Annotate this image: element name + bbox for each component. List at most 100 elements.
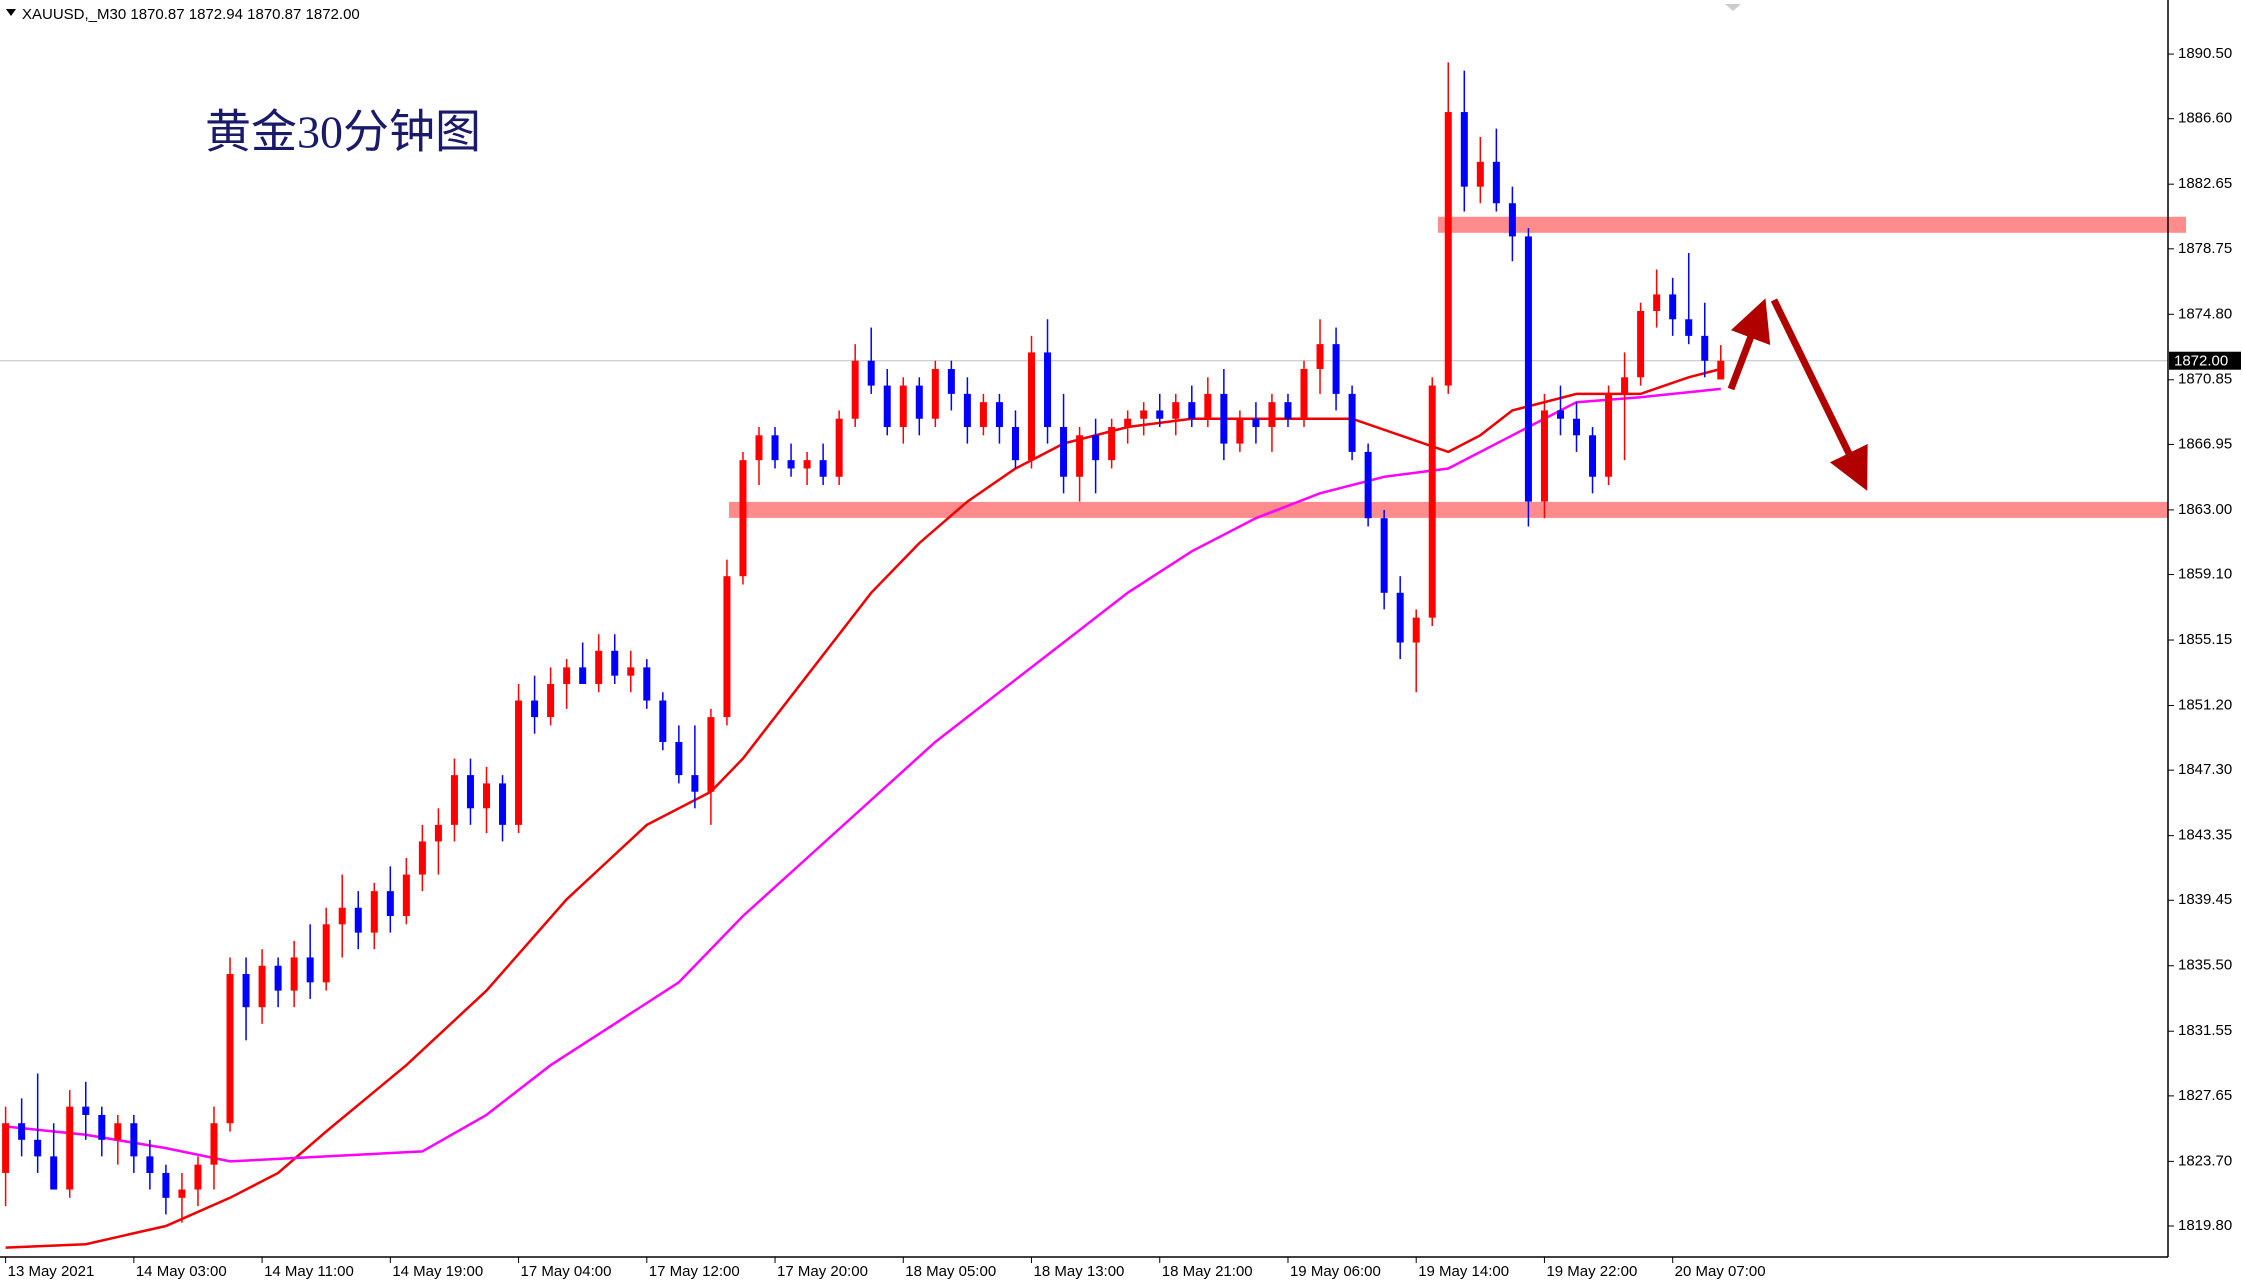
y-tick-label: 1866.95 [2178, 435, 2232, 452]
scroll-marker [1725, 4, 1741, 11]
candle-body [979, 402, 987, 428]
candle-body [1011, 427, 1019, 461]
candle-body [995, 402, 1003, 428]
candle-body [1605, 393, 1613, 477]
x-tick-label: 14 May 11:00 [264, 1263, 354, 1280]
candle-body [1028, 352, 1036, 461]
y-tick-label: 1847.30 [2178, 761, 2232, 778]
moving-average [5, 367, 1722, 1249]
x-tick-label: 19 May 22:00 [1546, 1263, 1637, 1280]
candle-body [643, 667, 651, 701]
candle-body [162, 1172, 170, 1198]
candle-body [627, 667, 635, 676]
candle-body [34, 1139, 42, 1157]
candle-body [499, 783, 507, 825]
x-tick-label: 14 May 03:00 [136, 1263, 227, 1280]
candle-body [963, 393, 971, 428]
candle-body [306, 957, 314, 983]
x-tick-label: 18 May 05:00 [905, 1263, 996, 1280]
candle-body [947, 369, 955, 394]
candle-body [1396, 592, 1404, 643]
candle-body [595, 650, 603, 684]
candle-body [146, 1156, 154, 1173]
candle-body [771, 435, 779, 461]
y-tick-label: 1870.85 [2178, 371, 2232, 388]
candle-body [563, 667, 571, 684]
x-tick-label: 17 May 20:00 [777, 1263, 868, 1280]
candle-body [1364, 451, 1372, 519]
candle-body [1156, 410, 1164, 419]
plot-area [0, 62, 2186, 1249]
candle-body [354, 907, 362, 933]
candle-body [1188, 402, 1196, 419]
candle-body [1717, 360, 1725, 380]
candle-body [1300, 369, 1308, 419]
arrow-up [1727, 298, 1771, 391]
y-tick-label: 1827.65 [2178, 1087, 2232, 1104]
candle-body [787, 460, 795, 469]
candle-body [290, 957, 298, 991]
y-tick-label: 1859.10 [2178, 566, 2232, 583]
candle-body [274, 965, 282, 991]
candle-body [1556, 410, 1564, 419]
candle-body [707, 717, 715, 792]
candle-body [1252, 418, 1260, 428]
arrow-down [1770, 298, 1868, 491]
menu-triangle [6, 9, 16, 16]
x-tick-label: 20 May 07:00 [1675, 1263, 1766, 1280]
x-tick-label: 14 May 19:00 [392, 1263, 483, 1280]
level-band [729, 501, 2168, 518]
current-price-box [2169, 351, 2241, 370]
candle-body [50, 1156, 58, 1190]
header: XAUUSD,_M30 1870.87 1872.94 1870.87 1872… [22, 6, 360, 23]
candle-body [1044, 352, 1052, 428]
x-tick-label: 18 May 13:00 [1034, 1263, 1125, 1280]
candle-body [1204, 393, 1212, 419]
candle-body [1653, 294, 1661, 311]
y-tick-label: 1831.55 [2178, 1022, 2232, 1039]
candle-body [531, 700, 539, 718]
candle-body [739, 460, 747, 577]
candle-body [1669, 294, 1677, 320]
level-band [1438, 216, 2186, 233]
candle-body [867, 360, 875, 386]
candle-body [130, 1123, 138, 1157]
candle-body [482, 783, 490, 809]
candle-body [915, 385, 923, 419]
x-tick-label: 13 May 2021 [8, 1263, 95, 1280]
y-tick-label: 1835.50 [2178, 957, 2232, 974]
candle-body [466, 775, 474, 809]
candle-body [178, 1189, 186, 1198]
y-tick-label: 1851.20 [2178, 696, 2232, 713]
candle-body [18, 1123, 26, 1140]
candle-body [1460, 112, 1468, 187]
candle-body [1220, 393, 1228, 444]
y-tick-label: 1874.80 [2178, 305, 2232, 322]
y-tick-label: 1882.65 [2178, 175, 2232, 192]
candle-body [1637, 310, 1645, 378]
candle-body [1492, 161, 1500, 204]
candle-body [579, 667, 587, 684]
candle-body [1092, 435, 1100, 461]
candle-body [82, 1106, 90, 1115]
candle-body [1268, 402, 1276, 428]
candle-body [1412, 617, 1420, 643]
candle-body [1380, 518, 1388, 593]
candle-body [1348, 393, 1356, 452]
candle-body [1508, 203, 1516, 237]
candle-body [1284, 402, 1292, 419]
candle-body [226, 974, 234, 1124]
candle-body [1108, 427, 1116, 461]
y-tick-label: 1863.00 [2178, 501, 2232, 518]
x-tick-label: 19 May 06:00 [1290, 1263, 1381, 1280]
candle-body [1060, 427, 1068, 477]
x-tick-label: 17 May 04:00 [521, 1263, 612, 1280]
candle-body [418, 841, 426, 875]
candle-body [1621, 377, 1629, 394]
candle-body [1701, 335, 1709, 361]
candle-body [194, 1164, 202, 1190]
y-tick-label: 1843.35 [2178, 827, 2232, 844]
candle-body [1236, 418, 1244, 444]
